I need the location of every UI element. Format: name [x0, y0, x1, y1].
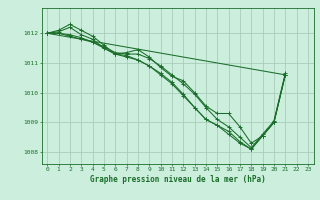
X-axis label: Graphe pression niveau de la mer (hPa): Graphe pression niveau de la mer (hPa)	[90, 175, 266, 184]
